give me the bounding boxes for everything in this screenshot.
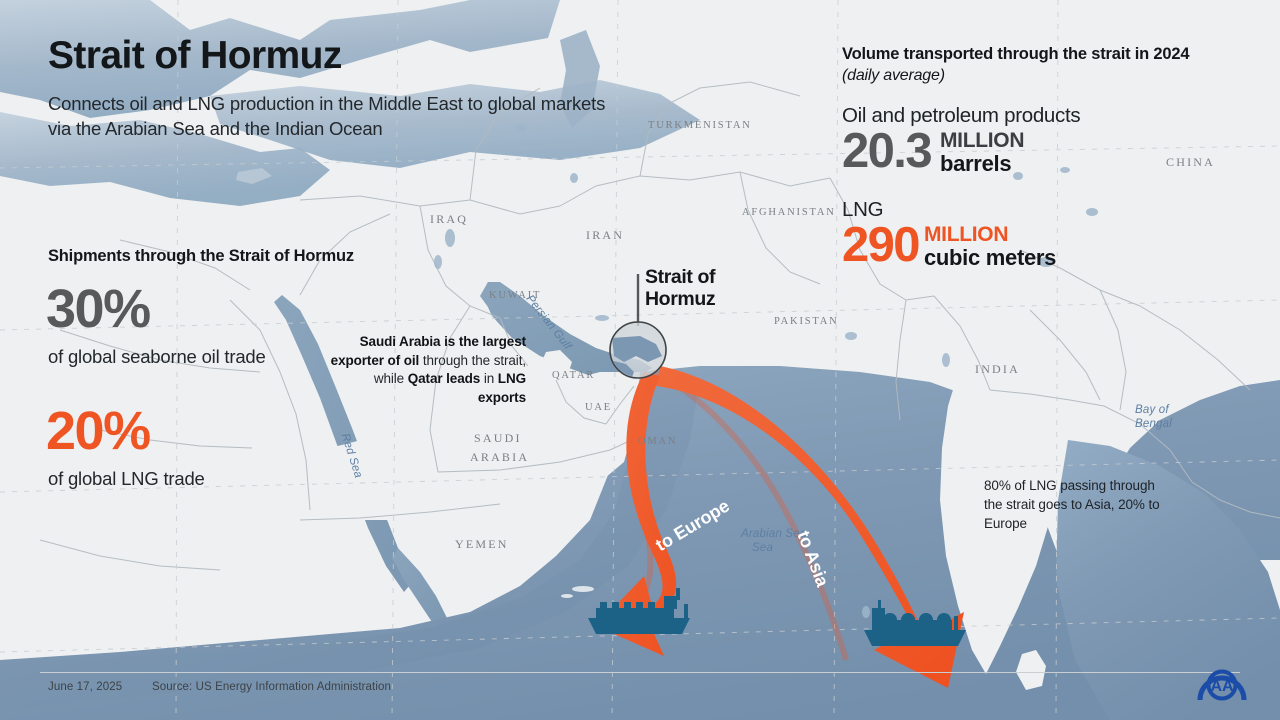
footer-divider	[40, 672, 1240, 673]
shipments-heading: Shipments through the Strait of Hormuz	[48, 247, 354, 265]
lng-figure: 290 MILLION cubic meters	[842, 218, 1057, 272]
map-country-label: CHINA	[1166, 155, 1215, 169]
oil-unit-million: MILLION	[939, 129, 1025, 152]
strait-callout-label: Strait of Hormuz	[645, 266, 716, 311]
map-country-label: OMAN	[638, 436, 678, 447]
map-sea-label: Bay of	[1135, 404, 1169, 416]
lng-unit: MILLION cubic meters	[923, 223, 1057, 271]
stat-lng-share-value: 20%	[46, 401, 151, 461]
arrow-to-asia	[656, 366, 964, 688]
lng-unit-million: MILLION	[923, 223, 1009, 246]
stat-oil-share-value: 30%	[46, 279, 151, 339]
oil-unit: MILLION barrels	[939, 129, 1025, 177]
exporters-note-run-3: in	[480, 371, 498, 387]
map-country-label: YEMEN	[455, 537, 509, 551]
anadolu-agency-logo: AA	[1197, 669, 1247, 701]
stat-oil-share-caption: of global seaborne oil trade	[48, 346, 266, 367]
map-country-label: SAUDI	[474, 431, 522, 445]
exporters-note: Saudi Arabia is the largest exporter of …	[328, 333, 526, 408]
map-country-label: UAE	[585, 402, 612, 413]
map-sea-label: Sea	[752, 542, 774, 554]
exporters-note-run-4: LNG exports	[477, 371, 526, 405]
oil-figure: 20.3 MILLION barrels	[842, 124, 1025, 178]
lng-unit-cubic-meters: cubic meters	[923, 245, 1057, 271]
strait-callout-line-1: Strait of	[645, 266, 716, 288]
oil-unit-barrels: barrels	[939, 151, 1012, 177]
logo-text: AA	[1210, 678, 1234, 695]
exporters-note-run-0: Saudi Arabia is the largest exporter of …	[330, 334, 526, 368]
exporters-note-run-1: through the strait, while	[373, 352, 526, 387]
strait-callout-line-2: Hormuz	[645, 287, 716, 310]
map-country-label: IRAQ	[430, 212, 469, 226]
page-subtitle: Connects oil and LNG production in the M…	[48, 93, 606, 139]
page-title: Strait of Hormuz	[48, 34, 342, 77]
ship-asia	[864, 600, 966, 646]
map-sea-label: Bengal	[1135, 418, 1173, 430]
lng-label: LNG	[842, 198, 884, 221]
map-country-label: IRAN	[586, 228, 625, 242]
lng-destination-note: 80% of LNG passing through the strait go…	[984, 478, 1160, 532]
exporters-note-run-2: Qatar leads	[407, 371, 481, 387]
ship-europe	[588, 588, 690, 634]
oil-label: Oil and petroleum products	[842, 104, 1081, 127]
map-country-label: PAKISTAN	[774, 316, 839, 327]
footer-date: June 17, 2025	[48, 681, 123, 693]
map-country-label: INDIA	[975, 362, 1020, 376]
oil-value: 20.3	[842, 124, 933, 178]
map-country-label: AFGHANISTAN	[742, 207, 836, 218]
stat-lng-share-caption: of global LNG trade	[48, 468, 205, 489]
map-country-label: ARABIA	[470, 450, 530, 464]
footer-source: Source: US Energy Information Administra…	[152, 681, 391, 693]
strait-callout-marker	[609, 274, 667, 379]
volume-heading: Volume transported through the strait in…	[842, 44, 1190, 87]
lng-value: 290	[842, 218, 921, 272]
volume-heading-note: (daily average)	[842, 67, 945, 85]
map-sea-label: Arabian Sea	[741, 528, 807, 540]
map-country-label: TURKMENISTAN	[648, 120, 752, 131]
volume-heading-main: Volume transported through the strait in…	[842, 45, 1190, 63]
map-country-label: QATAR	[552, 370, 596, 381]
map-country-label: KUWAIT	[489, 290, 542, 301]
